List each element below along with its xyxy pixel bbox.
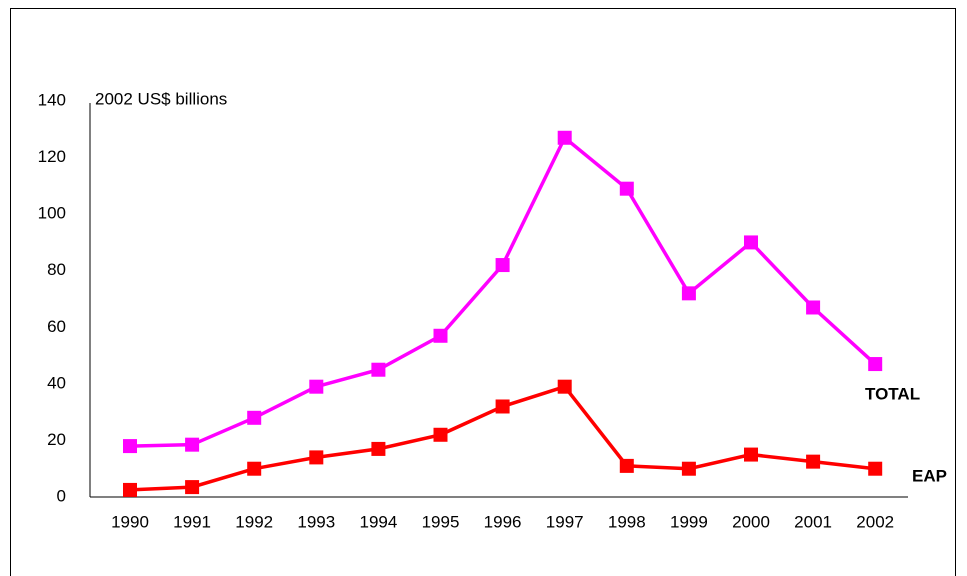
x-tick-label: 1996 bbox=[484, 512, 522, 531]
data-point bbox=[619, 181, 634, 196]
x-tick-label: 2001 bbox=[794, 512, 832, 531]
data-point bbox=[557, 379, 572, 394]
data-point bbox=[619, 458, 634, 473]
data-point bbox=[371, 362, 386, 377]
x-tick-label: 1997 bbox=[546, 512, 584, 531]
data-point bbox=[744, 235, 758, 250]
data-point bbox=[433, 328, 448, 343]
y-tick-label: 0 bbox=[57, 486, 66, 505]
data-point bbox=[247, 461, 262, 476]
y-tick-label: 80 bbox=[47, 260, 66, 279]
y-tick-label: 40 bbox=[47, 373, 66, 392]
data-point bbox=[495, 258, 510, 273]
y-tick-label: 60 bbox=[47, 317, 66, 336]
x-tick-label: 1999 bbox=[670, 512, 708, 531]
data-point bbox=[433, 427, 448, 442]
data-point bbox=[868, 461, 883, 476]
x-tick-label: 2002 bbox=[856, 512, 894, 531]
data-point bbox=[806, 454, 821, 469]
data-point bbox=[185, 437, 200, 452]
data-point bbox=[371, 441, 386, 456]
y-tick-label: 100 bbox=[38, 204, 66, 223]
data-point bbox=[247, 410, 262, 425]
data-point bbox=[681, 461, 696, 476]
data-point bbox=[309, 379, 324, 394]
x-tick-label: 1994 bbox=[359, 512, 397, 531]
data-point bbox=[309, 450, 324, 465]
x-tick-label: 1993 bbox=[297, 512, 335, 531]
data-point bbox=[681, 286, 696, 301]
x-tick-label: 1992 bbox=[235, 512, 273, 531]
y-tick-label: 140 bbox=[38, 90, 66, 109]
series-label: TOTAL bbox=[865, 384, 920, 403]
y-axis-label: 2002 US$ billions bbox=[95, 89, 227, 108]
data-point bbox=[806, 300, 821, 315]
x-tick-label: 1991 bbox=[173, 512, 211, 531]
x-tick-label: 2000 bbox=[732, 512, 770, 531]
x-tick-label: 1998 bbox=[608, 512, 646, 531]
data-point bbox=[123, 439, 137, 454]
data-point bbox=[185, 480, 200, 495]
x-tick-label: 1990 bbox=[111, 512, 149, 531]
data-point bbox=[868, 357, 883, 372]
x-tick-label: 1995 bbox=[422, 512, 460, 531]
y-tick-label: 20 bbox=[47, 430, 66, 449]
data-point bbox=[123, 482, 137, 497]
data-point bbox=[495, 399, 510, 414]
series-label: EAP bbox=[912, 466, 947, 485]
data-point bbox=[557, 130, 572, 145]
y-tick-label: 120 bbox=[38, 147, 66, 166]
frame bbox=[10, 8, 956, 576]
data-point bbox=[744, 447, 758, 462]
